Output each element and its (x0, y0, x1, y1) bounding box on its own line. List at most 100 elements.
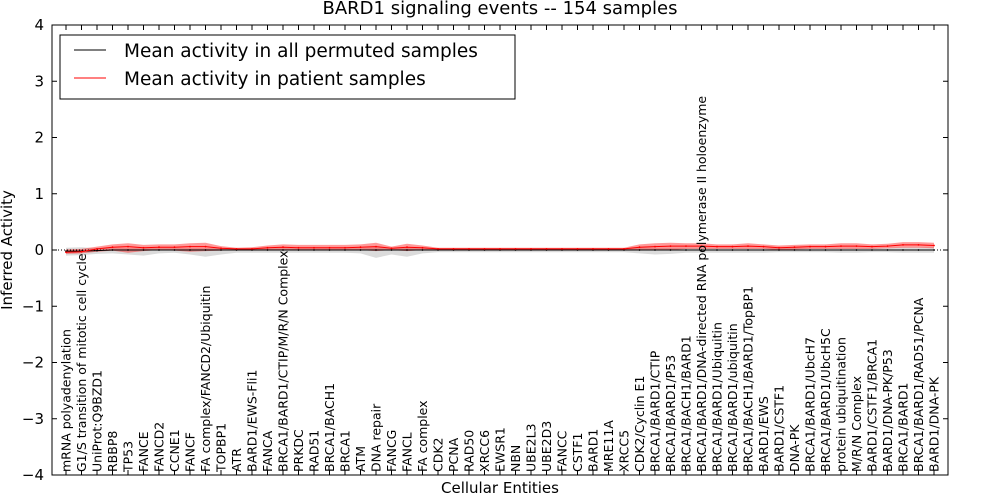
data-point-patient (809, 245, 811, 248)
x-tick-label: BRCA1/BARD1/CTIP/M/R/N Complex (276, 250, 291, 472)
data-point-patient (716, 245, 718, 248)
data-point-patient (220, 247, 222, 250)
data-point-patient (762, 245, 765, 248)
data-point-permuted (669, 249, 672, 251)
data-point-patient (607, 248, 610, 250)
data-point-patient (778, 246, 780, 249)
data-point-patient (576, 248, 579, 250)
data-point-permuted (173, 249, 176, 251)
x-tick-label: FANCL (400, 432, 415, 472)
x-tick-label: BRCA1/BARD1/ubiquitin (725, 323, 740, 472)
data-point-permuted (933, 249, 935, 251)
data-point-permuted (793, 249, 796, 251)
x-tick-label: BRCA1/BACH1 (322, 383, 337, 472)
data-point-permuted (762, 249, 765, 251)
plot-frame (51, 24, 949, 476)
data-point-permuted (716, 249, 718, 251)
series-lines (52, 244, 948, 254)
x-tick-label: ATM (353, 446, 368, 472)
data-point-patient (80, 250, 83, 253)
x-tick-label: PRKDC (291, 429, 306, 472)
data-point-patient (638, 246, 641, 249)
data-point-permuted (731, 249, 734, 251)
x-tick-label: BRCA1/BARD1 (896, 383, 911, 472)
legend-label-permuted: Mean activity in all permuted samples (124, 41, 478, 62)
data-point-permuted (638, 249, 641, 251)
x-tick-label: EWSR1 (493, 427, 508, 472)
data-point-patient (747, 245, 749, 248)
legend-box (59, 34, 516, 100)
data-point-permuted (111, 249, 114, 251)
data-point-patient (654, 245, 656, 248)
x-tick-label: UBE2D3 (539, 421, 554, 472)
data-point-permuted (685, 249, 687, 251)
data-point-patient (917, 244, 920, 246)
x-tick-label: BRCA1/BARD1/CTIP (648, 350, 663, 472)
x-tick-label: XRCC6 (477, 430, 492, 472)
data-point-patient (204, 245, 207, 248)
x-axis-label: Cellular Entities (441, 479, 559, 497)
data-point-patient (65, 251, 67, 254)
data-point-patient (158, 246, 160, 249)
y-tick-label: 2 (34, 129, 44, 147)
data-point-patient (561, 248, 563, 250)
x-tick-label: BRCA1/BARD1/UbcH7 (803, 337, 818, 472)
x-tick-label: BARD1/CSTF1/BRCA1 (865, 339, 880, 472)
legend: Mean activity in all permuted samples Me… (59, 34, 516, 100)
x-tick-label: TOPBP1 (214, 423, 229, 473)
data-point-patient (344, 246, 346, 249)
data-point-patient (111, 246, 114, 249)
x-tick-label: BRCA1/BACH1/BARD1/TopBP1 (741, 286, 756, 472)
data-point-patient (545, 248, 548, 250)
data-point-patient (282, 246, 284, 249)
y-tick-label: −3 (22, 410, 44, 428)
data-point-patient (266, 246, 269, 249)
data-point-patient (452, 248, 455, 250)
data-point-permuted (328, 249, 331, 251)
data-point-patient (592, 248, 594, 250)
x-tick-label: protein ubiquitination (834, 337, 849, 472)
data-point-patient (514, 248, 517, 250)
x-tick-label: DNA repair (369, 403, 384, 472)
data-point-patient (731, 245, 734, 248)
x-tick-label: BRCA1/BARD1/RAD51/PCNA (911, 297, 926, 472)
data-point-patient (886, 245, 889, 248)
x-tick-label: FANCF (183, 432, 198, 472)
x-tick-label: RBBP8 (105, 431, 120, 472)
x-tick-label: M/R/N Complex (849, 376, 864, 472)
x-tick-label: BARD1/EWS-Fli1 (245, 370, 260, 472)
x-tick-label: FA complex (415, 400, 430, 472)
x-tick-label: FANCC (555, 430, 570, 472)
data-point-permuted (917, 249, 920, 251)
data-point-permuted (127, 249, 129, 251)
data-point-patient (685, 245, 687, 248)
x-tick-label: FANCD2 (152, 422, 167, 472)
x-tick-label: RAD51 (307, 430, 322, 472)
data-point-permuted (282, 249, 284, 251)
data-point-patient (824, 245, 827, 248)
data-point-permuted (266, 249, 269, 251)
y-axis-label: Inferred Activity (0, 190, 16, 310)
data-point-permuted (220, 249, 222, 251)
data-point-patient (406, 246, 408, 249)
data-point-patient (390, 247, 393, 250)
data-point-patient (669, 245, 672, 248)
data-point-patient (855, 245, 858, 248)
data-point-patient (127, 245, 129, 248)
data-point-permuted (840, 249, 842, 251)
data-point-permuted (96, 249, 98, 252)
data-point-permuted (142, 249, 145, 251)
x-tick-label: BRCA1/BACH1/BARD1 (679, 335, 694, 472)
x-tick-label: UBE2L3 (524, 424, 539, 473)
data-point-patient (297, 246, 300, 249)
data-point-patient (437, 248, 439, 250)
x-tick-label: BARD1/CSTF1 (772, 385, 787, 472)
x-tick-label: BARD1/DNA-PK/P53 (880, 349, 895, 472)
data-point-patient (933, 244, 935, 247)
data-point-patient (468, 248, 470, 250)
data-point-permuted (871, 249, 873, 251)
x-tick-label: CDK2 (431, 437, 446, 472)
y-tick-label: 3 (34, 72, 44, 90)
data-point-patient (328, 246, 331, 249)
